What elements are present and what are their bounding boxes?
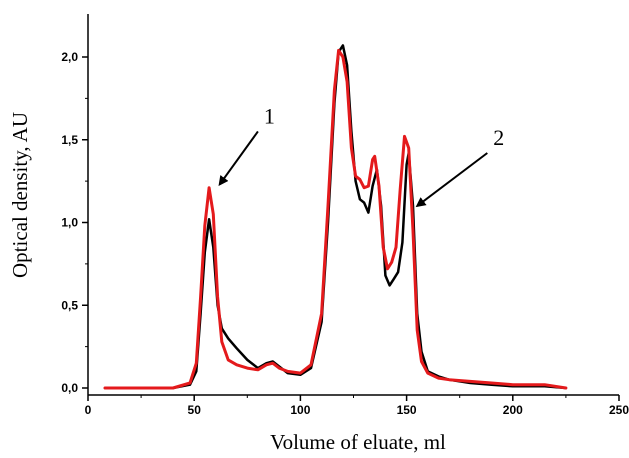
- y-tick-label: 0,0: [61, 381, 78, 395]
- annotation-label-1: 1: [264, 103, 275, 128]
- x-tick-label: 200: [503, 403, 523, 417]
- series-line-2: [103, 48, 568, 390]
- y-tick-label: 0,5: [61, 298, 78, 312]
- annotation-arrow-2: [415, 152, 488, 208]
- annotations: 12: [218, 103, 504, 208]
- y-tick-label: 1,0: [61, 216, 78, 230]
- x-axis-title: Volume of eluate, ml: [270, 430, 446, 454]
- x-tick-label: 100: [290, 403, 310, 417]
- x-tick-label: 150: [397, 403, 417, 417]
- axes: 0 50 100 150 200 250 0,0 0,5 1,0 1,5 2,0: [61, 14, 629, 417]
- y-tick-label: 2,0: [61, 50, 78, 64]
- annotation-label-2: 2: [493, 125, 504, 150]
- x-tick-label: 50: [188, 403, 202, 417]
- series-layer: [103, 44, 568, 390]
- x-tick-label: 250: [609, 403, 629, 417]
- y-axis-title: Optical density, AU: [8, 112, 32, 278]
- annotation-arrow-1: [218, 130, 259, 187]
- y-tick-label: 1,5: [61, 133, 78, 147]
- x-tick-label: 0: [85, 403, 92, 417]
